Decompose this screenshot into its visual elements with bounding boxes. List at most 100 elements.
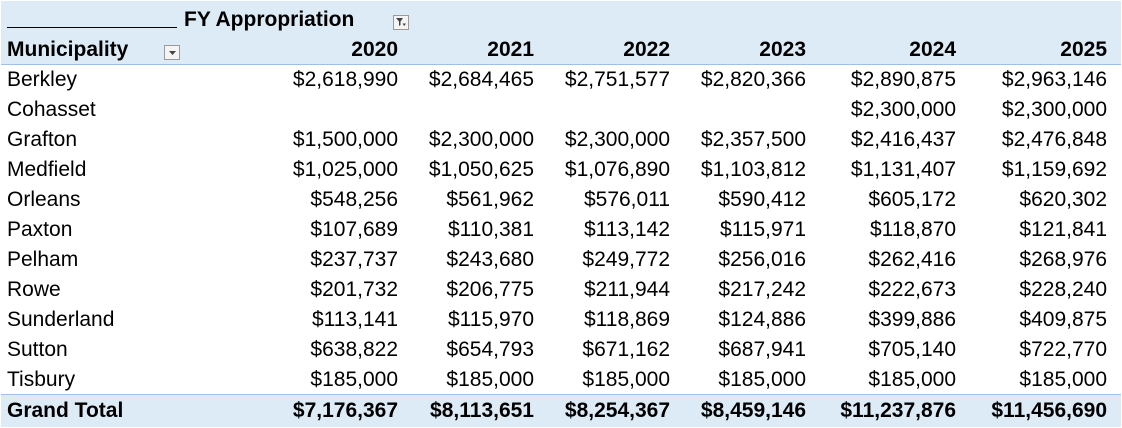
appropriation-cell: $249,772 [582, 248, 670, 271]
appropriation-cell: $211,944 [583, 278, 670, 301]
table-row[interactable]: Rowe $201,732 $206,775 $211,944 $217,242 $222… [1, 275, 1121, 305]
appropriation-cell: $110,381 [447, 218, 534, 241]
appropriation-cell: $620,302 [1019, 188, 1107, 211]
appropriation-cell: $2,618,990 [292, 68, 398, 91]
dropdown-arrow-icon[interactable] [164, 45, 180, 60]
appropriation-cell: $2,820,366 [700, 68, 806, 91]
year-column-header[interactable]: 2021 [487, 38, 534, 61]
appropriation-cell: $228,240 [1019, 278, 1107, 301]
grand-total-label: Grand Total [7, 399, 124, 422]
appropriation-cell: $576,011 [583, 188, 670, 211]
table-row[interactable]: Pelham $237,737 $243,680 $249,772 $256,016 $2… [1, 245, 1121, 275]
filter-icon[interactable] [393, 15, 409, 30]
appropriation-cell: $590,412 [718, 188, 806, 211]
appropriation-cell: $118,870 [869, 218, 956, 241]
appropriation-cell: $1,076,890 [564, 158, 670, 181]
appropriation-cell: $115,971 [719, 218, 806, 241]
row-field-label[interactable]: Municipality [7, 38, 129, 61]
appropriation-cell: $206,775 [446, 278, 534, 301]
appropriation-cell: $548,256 [310, 188, 398, 211]
appropriation-cell: $268,976 [1019, 248, 1107, 271]
appropriation-cell: $2,684,465 [428, 68, 534, 91]
table-row[interactable]: Tisbury $185,000 $185,000 $185,000 $185,000 $… [1, 365, 1121, 395]
municipality-name: Rowe [7, 278, 61, 301]
appropriation-cell: $118,869 [583, 308, 670, 331]
year-column-header[interactable]: 2023 [759, 38, 806, 61]
appropriation-cell: $262,416 [868, 248, 956, 271]
grand-total-value: $8,254,367 [564, 399, 670, 422]
appropriation-cell: $185,000 [868, 368, 956, 391]
appropriation-cell: $113,141 [311, 308, 398, 331]
grand-total-value: $11,456,690 [991, 399, 1107, 422]
municipality-name: Orleans [7, 188, 81, 211]
table-row[interactable]: Grafton $1,500,000 $2,300,000 $2,300,000 $2,… [1, 125, 1121, 155]
table-row[interactable]: Medfield $1,025,000 $1,050,625 $1,076,890 $1… [1, 155, 1121, 185]
year-column-header[interactable]: 2020 [351, 38, 398, 61]
appropriation-cell: $409,875 [1019, 308, 1107, 331]
appropriation-cell: $638,822 [310, 338, 398, 361]
appropriation-cell: $1,159,692 [1001, 158, 1107, 181]
appropriation-cell: $107,689 [310, 218, 398, 241]
appropriation-cell: $1,050,625 [428, 158, 534, 181]
appropriation-cell: $243,680 [446, 248, 534, 271]
appropriation-cell: $671,162 [582, 338, 670, 361]
appropriation-cell: $1,103,812 [700, 158, 806, 181]
municipality-name: Grafton [7, 128, 78, 151]
appropriation-cell: $2,890,875 [850, 68, 956, 91]
filter-funnel-icon [396, 18, 406, 26]
appropriation-cell: $2,357,500 [700, 128, 806, 151]
appropriation-cell: $201,732 [310, 278, 398, 301]
appropriation-cell: $185,000 [582, 368, 670, 391]
chevron-down-icon [168, 50, 176, 55]
grand-total-row[interactable]: Grand Total $7,176,367 $8,113,651 $8,254… [1, 394, 1121, 427]
year-column-header[interactable]: 2025 [1060, 38, 1107, 61]
appropriation-cell: $113,142 [583, 218, 670, 241]
year-column-header[interactable]: 2022 [623, 38, 670, 61]
appropriation-cell: $654,793 [446, 338, 534, 361]
appropriation-cell: $237,737 [310, 248, 398, 271]
grand-total-value: $8,113,651 [430, 399, 534, 422]
appropriation-cell: $185,000 [310, 368, 398, 391]
municipality-name: Sutton [7, 338, 68, 361]
appropriation-cell: $2,751,577 [564, 68, 670, 91]
appropriation-cell: $2,476,848 [1001, 128, 1107, 151]
grand-total-value: $8,459,146 [700, 399, 806, 422]
table-row[interactable]: Sutton $638,822 $654,793 $671,162 $687,941 $7… [1, 335, 1121, 365]
appropriation-cell: $399,886 [868, 308, 956, 331]
municipality-name: Berkley [7, 68, 78, 91]
appropriation-cell: $115,970 [447, 308, 534, 331]
appropriation-cell: $2,963,146 [1001, 68, 1107, 91]
grand-total-value: $11,237,876 [840, 399, 956, 422]
appropriation-cell: $2,300,000 [564, 128, 670, 151]
appropriation-cell: $1,131,407 [850, 158, 956, 181]
table-row[interactable]: Orleans $548,256 $561,962 $576,011 $590,412 $… [1, 185, 1121, 215]
municipality-name: Sunderland [7, 308, 115, 331]
municipality-name: Tisbury [7, 368, 76, 391]
blank-header-cell[interactable] [7, 27, 177, 28]
appropriation-cell: $185,000 [1019, 368, 1107, 391]
table-row[interactable]: Cohasset $2,300,000 $2,300,000 [1, 95, 1121, 125]
municipality-name: Medfield [7, 158, 87, 181]
column-field-label[interactable]: FY Appropriation [184, 8, 355, 31]
appropriation-cell: $2,300,000 [1001, 98, 1107, 121]
table-row[interactable]: Sunderland $113,141 $115,970 $118,869 $124,8… [1, 305, 1121, 335]
appropriation-cell: $722,770 [1019, 338, 1107, 361]
appropriation-cell: $2,416,437 [850, 128, 956, 151]
appropriation-cell: $2,300,000 [428, 128, 534, 151]
appropriation-cell: $705,140 [868, 338, 956, 361]
appropriation-cell: $217,242 [718, 278, 806, 301]
appropriation-cell: $605,172 [868, 188, 956, 211]
appropriation-cell: $124,886 [718, 308, 806, 331]
appropriation-cell: $256,016 [718, 248, 806, 271]
appropriation-cell: $121,841 [1019, 218, 1107, 241]
appropriation-cell: $185,000 [718, 368, 806, 391]
municipality-name: Pelham [7, 248, 79, 271]
year-column-header[interactable]: 2024 [909, 38, 956, 61]
table-row[interactable]: Paxton $107,689 $110,381 $113,142 $115,971 $1… [1, 215, 1121, 245]
appropriation-cell: $1,025,000 [292, 158, 398, 181]
pivot-header-band [1, 1, 1121, 65]
grand-total-value: $7,176,367 [292, 399, 398, 422]
appropriation-cell: $2,300,000 [850, 98, 956, 121]
table-row[interactable]: Berkley $2,618,990 $2,684,465 $2,751,577 $2,… [1, 65, 1121, 95]
